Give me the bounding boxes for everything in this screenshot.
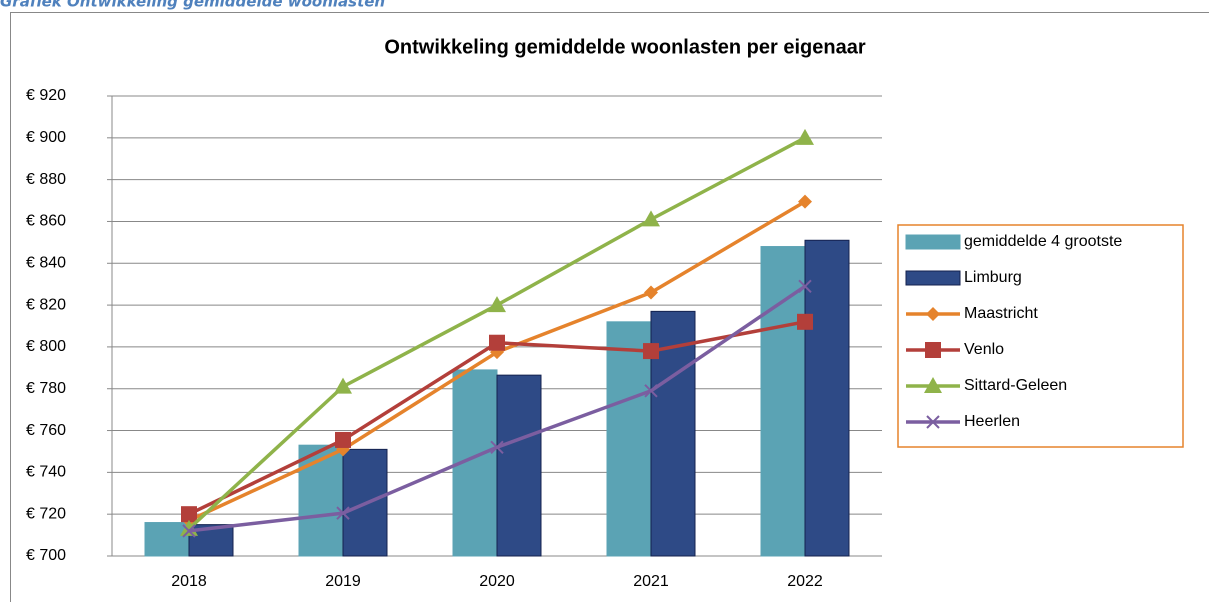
legend-marker [926,307,940,321]
bar [804,239,850,557]
y-tick-label: € 900 [26,129,66,146]
marker [644,285,658,300]
x-tick-label: 2022 [787,573,823,590]
marker [644,384,658,398]
legend-marker [926,415,940,429]
x-tick-label: 2019 [325,573,361,590]
y-tick-label: € 920 [26,87,66,104]
marker [490,440,504,454]
bar [760,246,806,557]
y-tick-label: € 820 [26,296,66,313]
y-tick-label: € 740 [26,464,66,481]
chart-frame [10,12,1209,602]
bar [298,444,344,557]
marker [797,313,813,330]
y-tick-label: € 700 [26,547,66,564]
y-tick-label: € 720 [26,505,66,522]
legend-marker [924,377,942,393]
marker [335,431,351,448]
x-tick-label: 2020 [479,573,515,590]
x-tick-label: 2021 [633,573,669,590]
marker [336,506,350,520]
marker [798,194,812,209]
marker [796,128,814,145]
legend-label: gemiddelde 4 grootste [964,233,1122,250]
y-tick-label: € 780 [26,380,66,397]
caption: Grafiek Ontwikkeling gemiddelde woonlast… [0,0,385,11]
bar [496,374,542,557]
y-tick-label: € 860 [26,213,66,230]
marker [488,296,506,313]
legend-label: Venlo [964,341,1004,358]
marker [334,377,352,394]
legend-label: Maastricht [964,305,1038,322]
marker [181,506,197,523]
legend-label: Sittard-Geleen [964,377,1067,394]
marker [643,343,659,360]
marker [489,334,505,351]
y-tick-label: € 800 [26,338,66,355]
y-tick-label: € 880 [26,171,66,188]
x-tick-label: 2018 [171,573,207,590]
y-tick-label: € 760 [26,422,66,439]
marker [182,524,196,538]
bar [144,522,190,557]
legend-label: Limburg [964,269,1022,286]
legend-box [897,224,1184,448]
legend-marker [925,342,941,358]
legend-label: Heerlen [964,413,1020,430]
marker [642,210,660,227]
y-tick-label: € 840 [26,254,66,271]
marker [798,279,812,293]
legend-swatch [905,234,961,250]
legend-swatch [905,270,961,286]
chart-title: Ontwikkeling gemiddelde woonlasten per e… [384,36,865,58]
